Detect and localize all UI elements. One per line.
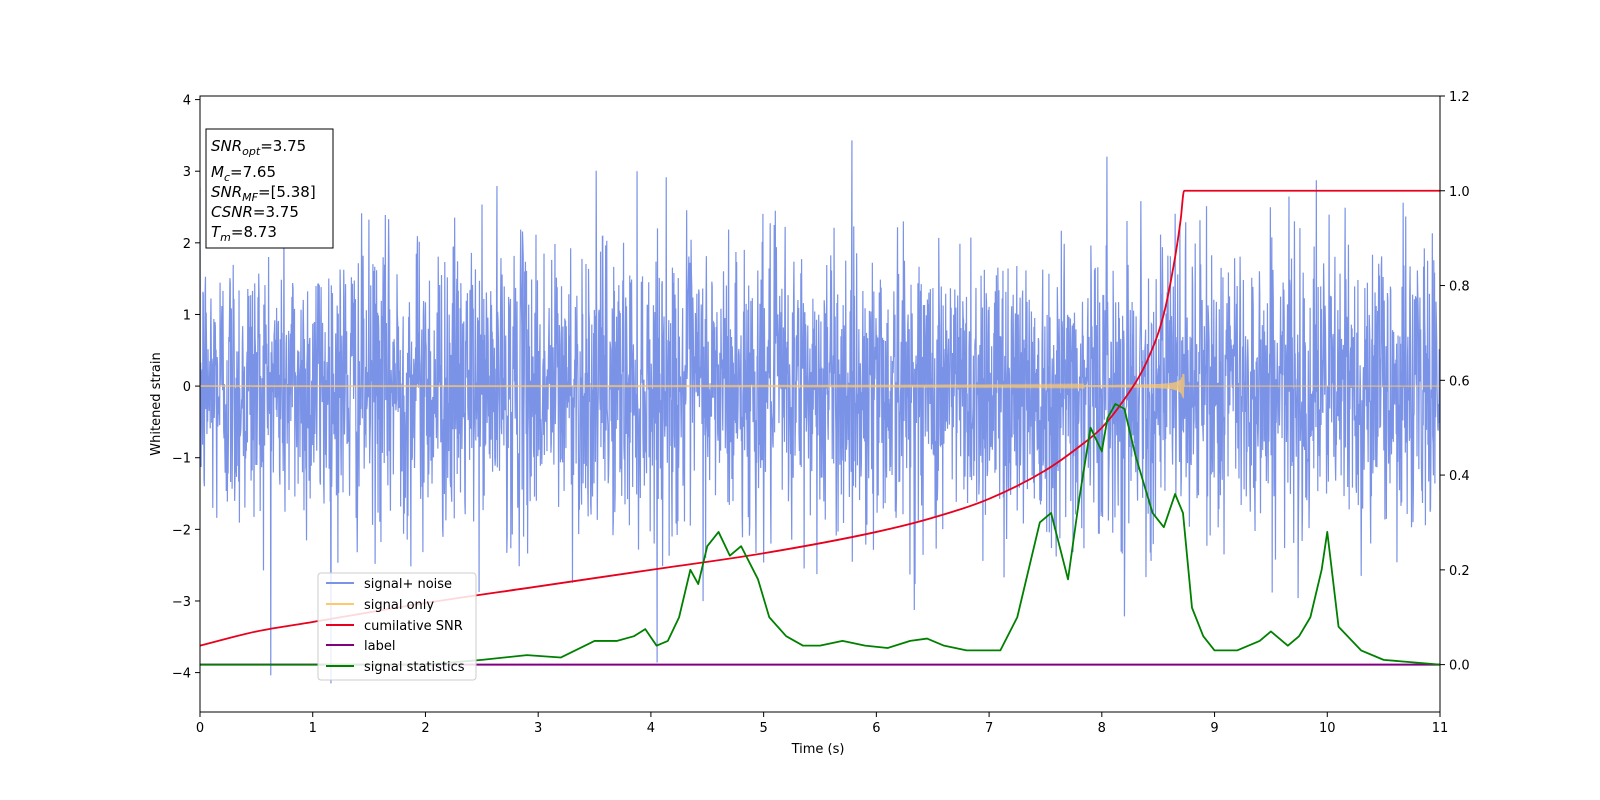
legend-label-signal-only: signal only [364, 598, 434, 613]
y-tick-label: 2 [183, 237, 191, 252]
y-axis-label: Whitened strain [149, 352, 164, 455]
legend-frame [317, 572, 477, 681]
legend-label-cumulative-snr: cumilative SNR [364, 619, 463, 634]
x-tick-label: 10 [1319, 721, 1336, 736]
legend-label-signal-noise: signal+ noise [364, 577, 452, 592]
x-axis-label: Time (s) [791, 742, 845, 757]
y-tick-label: −1 [172, 452, 191, 467]
x-tick-label: 9 [1210, 721, 1218, 736]
x-tick-label: 8 [1098, 721, 1106, 736]
x-tick-label: 3 [534, 721, 542, 736]
annotation-frame [205, 128, 334, 249]
series-signal-noise [200, 140, 1440, 684]
plot-frame [199, 95, 1441, 713]
y-tick-label: 0 [183, 380, 191, 395]
y-tick-label: −3 [172, 595, 191, 610]
y2-tick-label: 0.6 [1449, 374, 1470, 389]
axes-layer: 0 1 2 3 4 5 6 7 8 9 10 1143210−1−2−3−41.21.00.80.60… [172, 90, 1470, 736]
x-tick-label: 11 [1432, 721, 1449, 736]
annotation-snr-opt: SNRopt=3.75 [211, 137, 306, 158]
y2-tick-label: 0.2 [1449, 564, 1470, 579]
annotation-csnr: CSNR=3.75 [211, 203, 299, 221]
legend-label-signal-statistics: signal statistics [364, 660, 465, 675]
annotation-mc-value: 7.65 [243, 163, 276, 181]
y2-tick-label: 1.0 [1449, 185, 1470, 200]
annotation-tm: Tm=8.73 [211, 223, 277, 244]
x-tick-label: 0 [196, 721, 204, 736]
y-tick-label: 1 [183, 308, 191, 323]
x-tick-label: 5 [759, 721, 767, 736]
series-signal-statistics [200, 403, 1440, 666]
y2-tick-label: 0.4 [1449, 469, 1470, 484]
legend: signal+ noise signal only cumilative SNR… [317, 572, 477, 681]
y-tick-label: 3 [183, 165, 191, 180]
x-tick-label: 1 [309, 721, 317, 736]
y-tick-label: −4 [172, 667, 191, 682]
series-signal-only [200, 373, 1440, 399]
y-tick-label: −2 [172, 523, 191, 538]
annotation-csnr-value: 3.75 [266, 203, 299, 221]
y2-tick-label: 0.0 [1449, 659, 1470, 674]
x-tick-label: 6 [872, 721, 880, 736]
annotation-mc: Mc=7.65 [211, 163, 276, 184]
y2-tick-label: 1.2 [1449, 90, 1470, 105]
legend-label-label: label [364, 639, 395, 654]
annotation-snr-mf-value: [5.38] [271, 183, 316, 201]
x-tick-label: 2 [421, 721, 429, 736]
y2-tick-label: 0.8 [1449, 280, 1470, 295]
annotation-box: SNRopt=3.75 Mc=7.65 SNRMF=[5.38] CSNR=3.… [205, 128, 334, 249]
annotation-snr-opt-value: 3.75 [273, 137, 306, 155]
y-tick-label: 4 [183, 94, 191, 109]
annotation-tm-value: 8.73 [243, 223, 276, 241]
x-tick-label: 4 [647, 721, 655, 736]
x-tick-label: 7 [985, 721, 993, 736]
annotation-snr-mf: SNRMF=[5.38] [211, 183, 316, 204]
